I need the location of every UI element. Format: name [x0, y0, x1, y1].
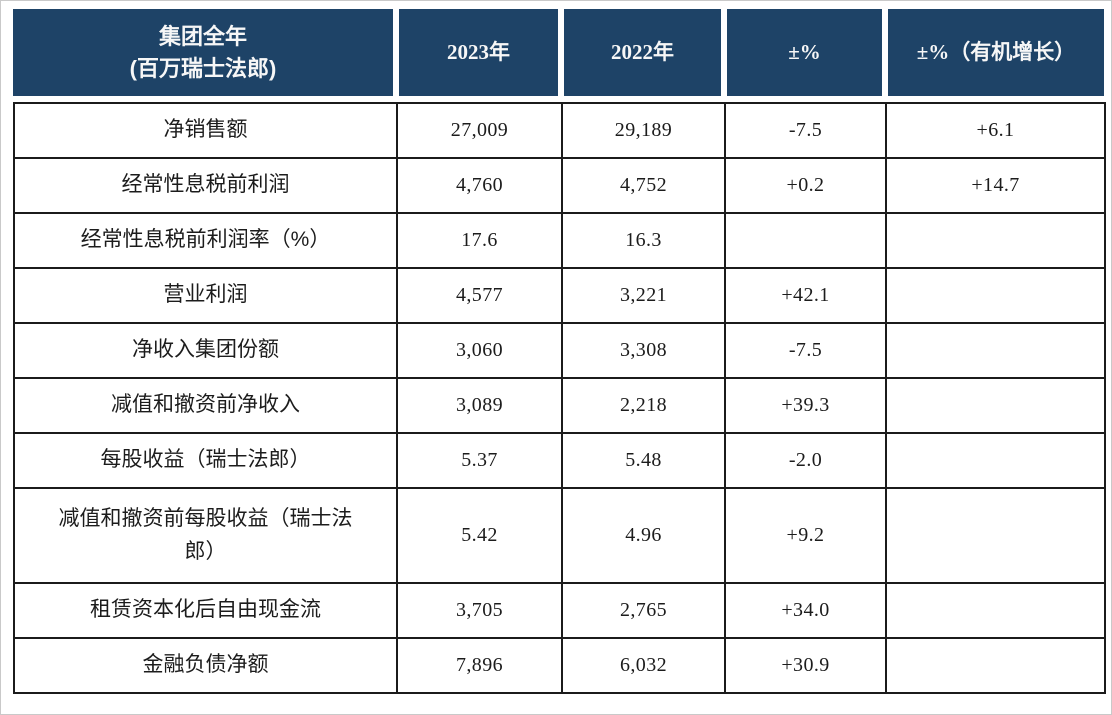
value-2022: 4,752	[561, 157, 726, 214]
value-2023: 17.6	[396, 212, 563, 269]
organic-change-pct	[885, 267, 1106, 324]
metric-label: 每股收益（瑞士法郎）	[13, 432, 398, 489]
value-2022: 3,308	[561, 322, 726, 379]
value-2023: 5.37	[396, 432, 563, 489]
change-pct	[724, 212, 887, 269]
change-pct: +39.3	[724, 377, 887, 434]
value-2022: 6,032	[561, 637, 726, 694]
organic-change-pct	[885, 212, 1106, 269]
value-2022: 4.96	[561, 487, 726, 584]
organic-change-pct: +14.7	[885, 157, 1106, 214]
organic-change-pct	[885, 377, 1106, 434]
change-pct: -7.5	[724, 102, 887, 159]
organic-change-pct	[885, 432, 1106, 489]
value-2022: 2,765	[561, 582, 726, 639]
table-row: 经常性息税前利润率（%） 17.6 16.3	[13, 212, 1106, 269]
value-2022: 16.3	[561, 212, 726, 269]
value-2023: 3,060	[396, 322, 563, 379]
value-2022: 5.48	[561, 432, 726, 489]
change-pct: -2.0	[724, 432, 887, 489]
table-header-row: 集团全年 (百万瑞士法郎) 2023年 2022年 ±% ±%（有机增长）	[13, 9, 1104, 96]
table-row: 每股收益（瑞士法郎） 5.37 5.48 -2.0	[13, 432, 1106, 489]
metric-label: 经常性息税前利润率（%）	[13, 212, 398, 269]
organic-change-pct	[885, 637, 1106, 694]
organic-change-pct	[885, 582, 1106, 639]
change-pct: +30.9	[724, 637, 887, 694]
table-row: 净销售额 27,009 29,189 -7.5 +6.1	[13, 102, 1106, 159]
table-row: 经常性息税前利润 4,760 4,752 +0.2 +14.7	[13, 157, 1106, 214]
table-row: 金融负债净额 7,896 6,032 +30.9	[13, 637, 1106, 694]
table-row: 减值和撤资前净收入 3,089 2,218 +39.3	[13, 377, 1106, 434]
group-financial-summary-table: 集团全年 (百万瑞士法郎) 2023年 2022年 ±% ±%（有机增长） 净销…	[13, 9, 1106, 694]
metric-label: 净收入集团份额	[13, 322, 398, 379]
value-2023: 3,705	[396, 582, 563, 639]
value-2023: 27,009	[396, 102, 563, 159]
header-change-pct: ±%	[724, 9, 885, 96]
value-2022: 3,221	[561, 267, 726, 324]
metric-label: 营业利润	[13, 267, 398, 324]
change-pct: +0.2	[724, 157, 887, 214]
value-2023: 7,896	[396, 637, 563, 694]
value-2023: 3,089	[396, 377, 563, 434]
table-row: 营业利润 4,577 3,221 +42.1	[13, 267, 1106, 324]
metric-label: 金融负债净额	[13, 637, 398, 694]
metric-label: 经常性息税前利润	[13, 157, 398, 214]
organic-change-pct	[885, 322, 1106, 379]
metric-label: 净销售额	[13, 102, 398, 159]
value-2023: 5.42	[396, 487, 563, 584]
header-group-title-line1: 集团全年	[158, 23, 247, 49]
organic-change-pct: +6.1	[885, 102, 1106, 159]
header-year-2022: 2022年	[561, 9, 724, 96]
metric-label: 租赁资本化后自由现金流	[13, 582, 398, 639]
organic-change-pct	[885, 487, 1106, 584]
header-organic-change-pct: ±%（有机增长）	[885, 9, 1104, 96]
metric-label: 减值和撤资前净收入	[13, 377, 398, 434]
change-pct: -7.5	[724, 322, 887, 379]
value-2023: 4,577	[396, 267, 563, 324]
change-pct: +42.1	[724, 267, 887, 324]
table-row: 租赁资本化后自由现金流 3,705 2,765 +34.0	[13, 582, 1106, 639]
table-row: 净收入集团份额 3,060 3,308 -7.5	[13, 322, 1106, 379]
header-year-2023: 2023年	[396, 9, 561, 96]
value-2022: 2,218	[561, 377, 726, 434]
metric-label: 减值和撤资前每股收益（瑞士法郎）	[13, 487, 398, 584]
header-group-title-line2: (百万瑞士法郎)	[129, 55, 277, 81]
table-body: 净销售额 27,009 29,189 -7.5 +6.1 经常性息税前利润 4,…	[13, 102, 1106, 694]
table-row: 减值和撤资前每股收益（瑞士法郎） 5.42 4.96 +9.2	[13, 487, 1106, 584]
value-2022: 29,189	[561, 102, 726, 159]
value-2023: 4,760	[396, 157, 563, 214]
change-pct: +34.0	[724, 582, 887, 639]
change-pct: +9.2	[724, 487, 887, 584]
header-group-title: 集团全年 (百万瑞士法郎)	[13, 9, 396, 96]
